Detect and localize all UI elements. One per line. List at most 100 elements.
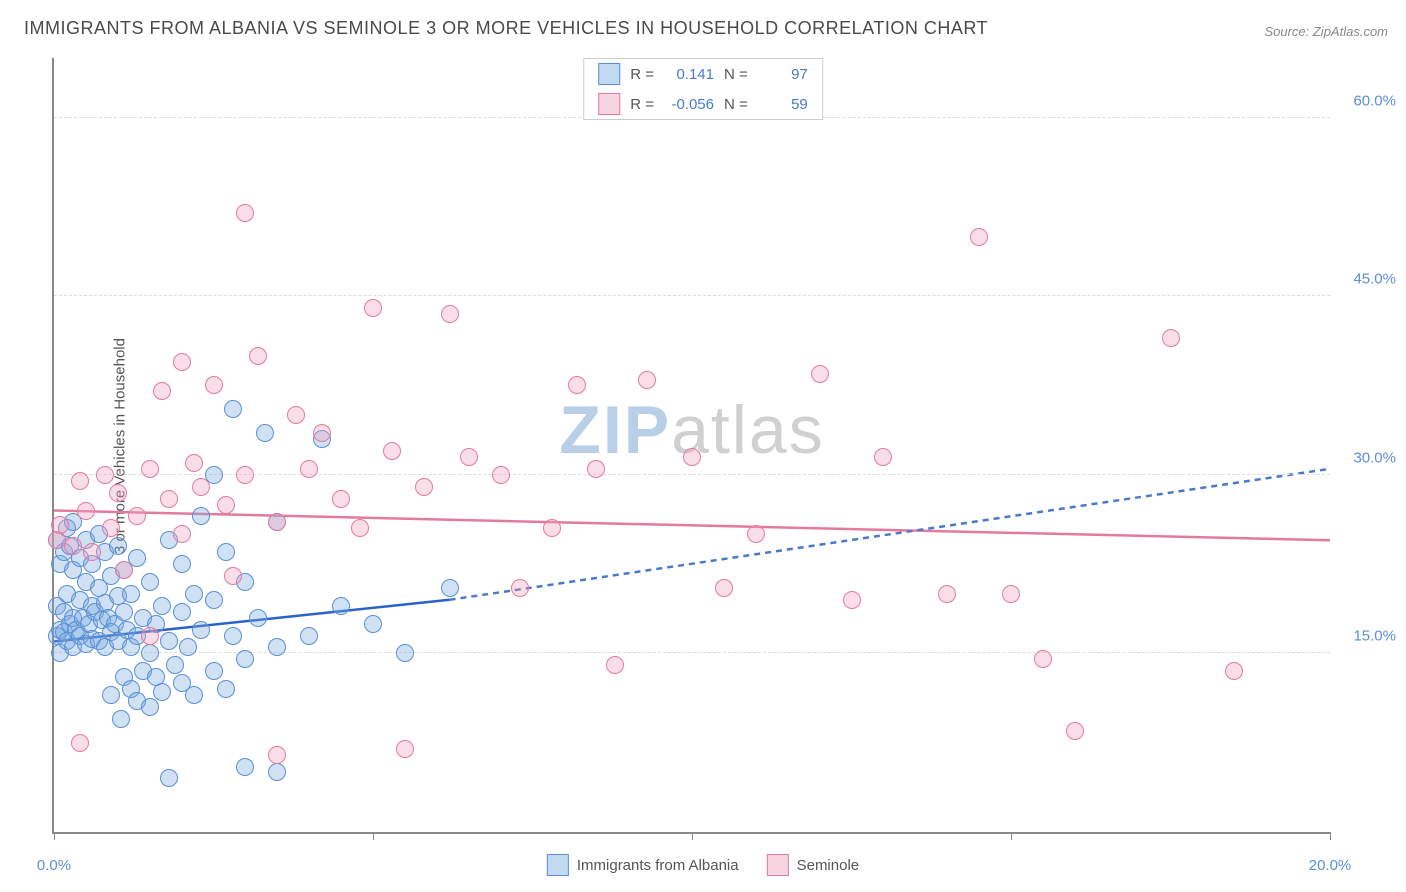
r-value-blue: 0.141	[664, 66, 714, 83]
scatter-point	[300, 460, 318, 478]
scatter-point	[224, 567, 242, 585]
scatter-point	[173, 525, 191, 543]
r-label: R =	[630, 96, 654, 113]
scatter-point	[268, 638, 286, 656]
scatter-point	[1225, 662, 1243, 680]
scatter-point	[396, 740, 414, 758]
scatter-point	[606, 656, 624, 674]
scatter-point	[843, 591, 861, 609]
scatter-point	[351, 519, 369, 537]
scatter-point	[441, 579, 459, 597]
legend-label-blue: Immigrants from Albania	[577, 857, 739, 874]
scatter-point	[160, 632, 178, 650]
scatter-point	[217, 496, 235, 514]
scatter-point	[192, 478, 210, 496]
bottom-legend: Immigrants from Albania Seminole	[547, 854, 859, 876]
legend-item-blue: Immigrants from Albania	[547, 854, 739, 876]
scatter-point	[128, 507, 146, 525]
scatter-point	[71, 734, 89, 752]
scatter-point	[236, 650, 254, 668]
scatter-point	[122, 585, 140, 603]
scatter-point	[51, 516, 69, 534]
scatter-point	[460, 448, 478, 466]
scatter-point	[300, 627, 318, 645]
swatch-pink	[767, 854, 789, 876]
plot-area: ZIPatlas 15.0%30.0%45.0%60.0%0.0%20.0%	[52, 58, 1330, 834]
ytick-label: 60.0%	[1353, 92, 1396, 109]
scatter-point	[102, 519, 120, 537]
scatter-point	[249, 347, 267, 365]
scatter-point	[109, 537, 127, 555]
scatter-point	[715, 579, 733, 597]
scatter-point	[141, 698, 159, 716]
scatter-point	[1162, 329, 1180, 347]
scatter-point	[332, 597, 350, 615]
scatter-point	[938, 585, 956, 603]
swatch-pink	[598, 93, 620, 115]
scatter-point	[383, 442, 401, 460]
scatter-point	[511, 579, 529, 597]
scatter-point	[173, 353, 191, 371]
r-label: R =	[630, 66, 654, 83]
ytick-label: 15.0%	[1353, 628, 1396, 645]
scatter-point	[179, 638, 197, 656]
scatter-point	[683, 448, 701, 466]
scatter-point	[141, 627, 159, 645]
scatter-point	[638, 371, 656, 389]
scatter-point	[115, 603, 133, 621]
scatter-point	[313, 424, 331, 442]
scatter-point	[1002, 585, 1020, 603]
scatter-point	[970, 228, 988, 246]
scatter-point	[173, 603, 191, 621]
stats-legend: R = 0.141 N = 97 R = -0.056 N = 59	[583, 58, 823, 120]
scatter-point	[192, 621, 210, 639]
scatter-point	[64, 537, 82, 555]
scatter-point	[205, 591, 223, 609]
scatter-point	[217, 543, 235, 561]
n-label: N =	[724, 96, 748, 113]
scatter-point	[153, 597, 171, 615]
scatter-point	[224, 627, 242, 645]
scatter-point	[102, 686, 120, 704]
scatter-point	[268, 513, 286, 531]
scatter-point	[173, 555, 191, 573]
n-label: N =	[724, 66, 748, 83]
scatter-point	[441, 305, 459, 323]
xtick	[54, 832, 55, 840]
watermark-zip: ZIP	[559, 392, 671, 468]
scatter-point	[364, 299, 382, 317]
scatter-point	[1034, 650, 1052, 668]
scatter-point	[747, 525, 765, 543]
scatter-point	[256, 424, 274, 442]
scatter-point	[811, 365, 829, 383]
xtick-label: 20.0%	[1309, 857, 1352, 874]
scatter-point	[287, 406, 305, 424]
scatter-point	[160, 769, 178, 787]
scatter-point	[166, 656, 184, 674]
scatter-point	[1066, 722, 1084, 740]
scatter-point	[415, 478, 433, 496]
scatter-point	[236, 204, 254, 222]
xtick	[1330, 832, 1331, 840]
scatter-point	[96, 466, 114, 484]
scatter-point	[109, 484, 127, 502]
xtick	[1011, 832, 1012, 840]
scatter-point	[71, 472, 89, 490]
scatter-point	[141, 644, 159, 662]
scatter-point	[160, 490, 178, 508]
scatter-point	[543, 519, 561, 537]
scatter-point	[205, 662, 223, 680]
scatter-point	[192, 507, 210, 525]
n-value-blue: 97	[758, 66, 808, 83]
xtick-label: 0.0%	[37, 857, 71, 874]
scatter-point	[205, 376, 223, 394]
r-value-pink: -0.056	[664, 96, 714, 113]
scatter-point	[396, 644, 414, 662]
scatter-point	[141, 460, 159, 478]
scatter-point	[77, 502, 95, 520]
scatter-point	[153, 683, 171, 701]
legend-label-pink: Seminole	[797, 857, 860, 874]
swatch-blue	[598, 63, 620, 85]
source-credit: Source: ZipAtlas.com	[1264, 24, 1388, 39]
scatter-point	[332, 490, 350, 508]
